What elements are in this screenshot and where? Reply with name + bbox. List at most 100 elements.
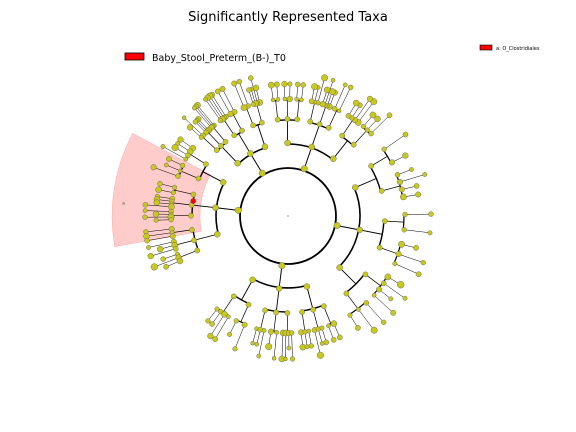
- taxon-node: [163, 162, 169, 168]
- taxon-node: [355, 325, 361, 331]
- taxon-node: [413, 245, 419, 251]
- radial-branch: [285, 331, 287, 360]
- taxon-node: [198, 135, 204, 140]
- taxon-node: [428, 211, 434, 217]
- taxon-node: [231, 80, 238, 87]
- radial-branch: [334, 84, 346, 110]
- taxon-node: [209, 321, 215, 327]
- radial-branch: [291, 331, 293, 359]
- arc-branch: [239, 167, 337, 265]
- radial-branch: [250, 77, 258, 105]
- radial-branch: [162, 146, 187, 160]
- taxon-node: [300, 82, 306, 88]
- taxon-node: [170, 190, 176, 196]
- taxon-node: [333, 222, 341, 229]
- taxon-node: [389, 159, 396, 166]
- radial-branch: [210, 313, 226, 337]
- taxon-node: [363, 300, 369, 306]
- taxon-node: [402, 152, 409, 159]
- taxon-node: [153, 217, 159, 223]
- taxon-node: [214, 231, 221, 238]
- taxon-node: [275, 97, 281, 102]
- taxon-node: [239, 127, 245, 134]
- taxon-node: [342, 82, 348, 88]
- radial-branch: [153, 167, 179, 177]
- taxon-node: [233, 318, 239, 324]
- taxon-node: [241, 321, 248, 328]
- taxon-node: [310, 306, 316, 313]
- taxon-node: [175, 173, 181, 179]
- taxon-node: [212, 204, 219, 211]
- taxon-node: [152, 210, 160, 218]
- taxon-node: [308, 143, 315, 151]
- taxon-node: [284, 116, 291, 122]
- radial-branch: [146, 232, 174, 237]
- taxon-node: [308, 98, 315, 105]
- radial-branch: [197, 105, 215, 127]
- taxon-node: [330, 78, 336, 83]
- taxon-node: [319, 325, 325, 331]
- taxon-node: [181, 115, 187, 120]
- taxon-node: [368, 130, 374, 137]
- taxon-node: [289, 330, 295, 336]
- taxon-node: [172, 245, 179, 252]
- taxon-node: [171, 144, 179, 152]
- taxon-node: [230, 293, 237, 300]
- taxon-node: [400, 193, 407, 201]
- taxon-node: [262, 307, 268, 314]
- taxon-node: [169, 233, 176, 240]
- taxon-node: [247, 150, 254, 157]
- taxon-node: [283, 356, 288, 362]
- arc-branch: [396, 174, 404, 198]
- taxon-node: [307, 118, 314, 125]
- taxon-node: [304, 344, 310, 349]
- taxon-node: [177, 168, 183, 174]
- taxon-node: [194, 247, 201, 254]
- taxon-node: [330, 320, 338, 327]
- taxon-node: [213, 147, 220, 153]
- taxon-node: [364, 127, 370, 133]
- taxon-node: [376, 286, 383, 293]
- taxon-node: [386, 112, 393, 119]
- taxon-node: [252, 84, 260, 92]
- taxon-node: [142, 202, 149, 208]
- taxon-node: [397, 178, 404, 185]
- radial-branch: [398, 174, 425, 183]
- taxon-node: [299, 309, 305, 315]
- figure-title: Significantly Represented Taxa: [188, 10, 388, 25]
- taxon-node: [192, 119, 199, 125]
- radial-branch: [194, 107, 213, 129]
- taxon-node: [177, 136, 184, 143]
- taxon-node: [227, 111, 234, 118]
- taxon-node: [232, 346, 238, 352]
- root-node: [287, 215, 289, 217]
- taxon-node: [294, 116, 301, 123]
- taxon-node: [368, 163, 374, 169]
- taxon-node: [392, 261, 398, 266]
- taxon-node: [168, 217, 174, 223]
- taxon-node: [320, 303, 327, 309]
- radial-branch: [373, 294, 394, 313]
- taxon-node: [165, 156, 172, 162]
- radial-branch: [150, 248, 177, 257]
- taxon-node: [234, 206, 242, 214]
- taxon-node: [153, 199, 160, 206]
- radial-branch: [382, 282, 406, 299]
- radial-branch: [281, 331, 284, 359]
- taxon-node: [381, 146, 387, 152]
- taxon-node: [413, 183, 420, 189]
- taxon-node: [415, 191, 422, 198]
- taxon-node: [142, 214, 148, 220]
- clade-legend-swatch: [479, 44, 493, 51]
- legend-label: Baby_Stool_Preterm_(B-)_T0: [152, 53, 286, 64]
- taxon-node: [203, 161, 209, 167]
- taxon-node: [207, 333, 214, 340]
- taxon-node: [267, 328, 274, 335]
- taxon-node: [146, 245, 151, 250]
- taxon-node: [336, 334, 343, 341]
- taxon-node: [286, 95, 293, 103]
- radial-branch: [233, 83, 245, 109]
- taxon-node: [187, 124, 194, 131]
- taxon-node: [219, 179, 227, 186]
- radial-branch: [207, 97, 224, 121]
